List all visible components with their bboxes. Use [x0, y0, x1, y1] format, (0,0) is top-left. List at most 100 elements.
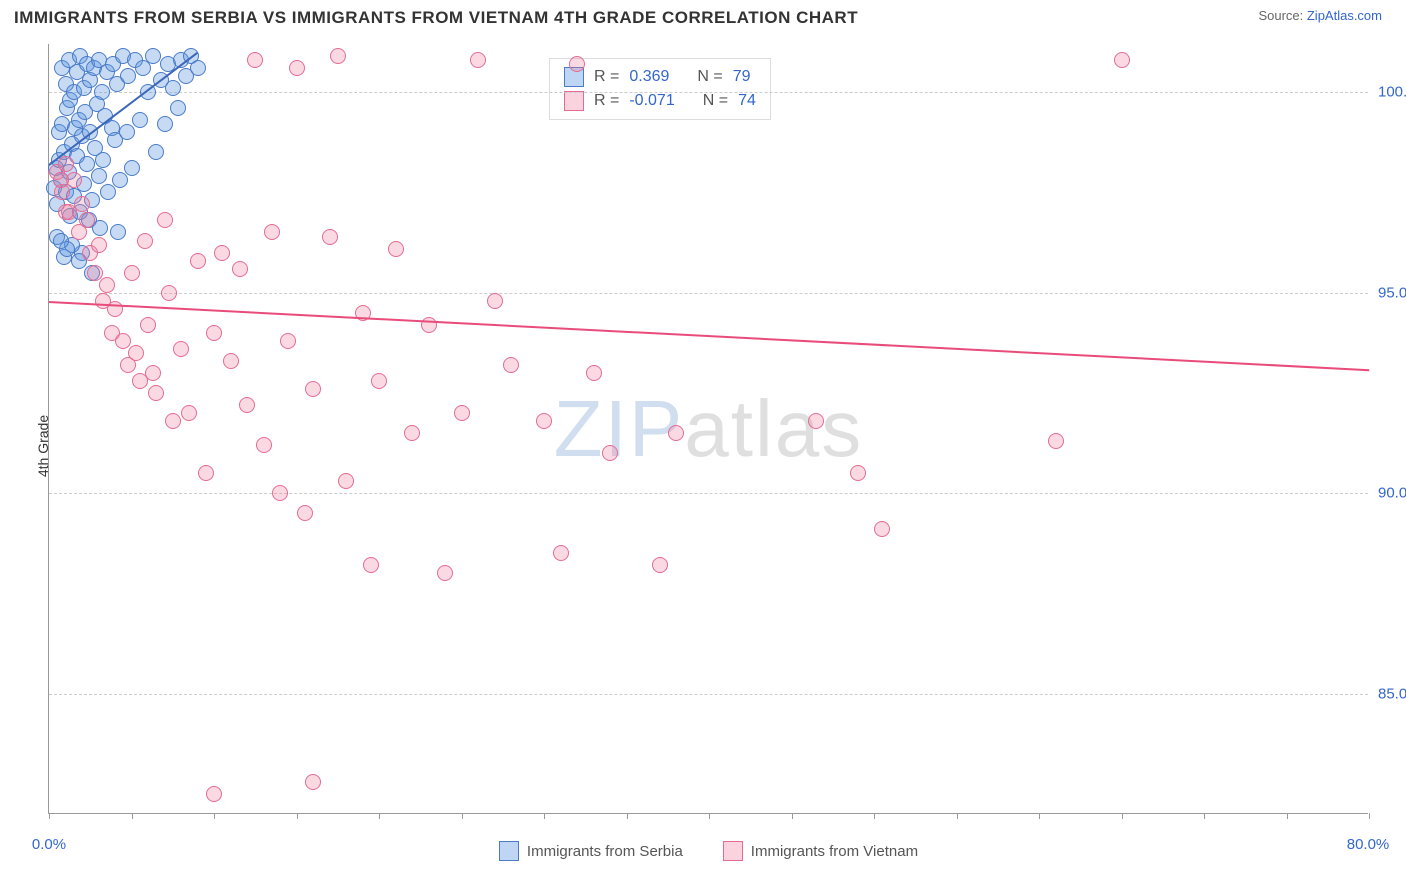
- gridline: [49, 92, 1368, 93]
- data-point-vietnam: [124, 265, 140, 281]
- data-point-serbia: [124, 160, 140, 176]
- data-point-serbia: [110, 224, 126, 240]
- x-tick: [1369, 813, 1370, 819]
- data-point-serbia: [53, 233, 69, 249]
- data-point-vietnam: [363, 557, 379, 573]
- data-point-vietnam: [404, 425, 420, 441]
- data-point-vietnam: [173, 341, 189, 357]
- data-point-vietnam: [239, 397, 255, 413]
- data-point-vietnam: [503, 357, 519, 373]
- x-tick: [874, 813, 875, 819]
- data-point-serbia: [157, 116, 173, 132]
- data-point-vietnam: [487, 293, 503, 309]
- trend-line-vietnam: [49, 301, 1369, 371]
- data-point-vietnam: [140, 317, 156, 333]
- legend-row-serbia: R = 0.369 N = 79: [564, 65, 756, 89]
- data-point-vietnam: [247, 52, 263, 68]
- data-point-vietnam: [232, 261, 248, 277]
- legend-item-vietnam: Immigrants from Vietnam: [723, 841, 918, 861]
- data-point-vietnam: [79, 212, 95, 228]
- data-point-vietnam: [145, 365, 161, 381]
- data-point-vietnam: [58, 204, 74, 220]
- x-tick: [709, 813, 710, 819]
- data-point-serbia: [132, 112, 148, 128]
- data-point-serbia: [100, 184, 116, 200]
- data-point-vietnam: [1048, 433, 1064, 449]
- data-point-vietnam: [470, 52, 486, 68]
- data-point-vietnam: [305, 381, 321, 397]
- data-point-vietnam: [874, 521, 890, 537]
- data-point-vietnam: [53, 172, 69, 188]
- data-point-vietnam: [190, 253, 206, 269]
- data-point-vietnam: [137, 233, 153, 249]
- data-point-vietnam: [256, 437, 272, 453]
- x-tick: [1204, 813, 1205, 819]
- y-tick-label: 95.0%: [1378, 284, 1406, 301]
- x-tick: [462, 813, 463, 819]
- x-tick: [627, 813, 628, 819]
- data-point-serbia: [91, 168, 107, 184]
- y-tick-label: 100.0%: [1378, 84, 1406, 101]
- data-point-vietnam: [181, 405, 197, 421]
- x-tick: [214, 813, 215, 819]
- data-point-serbia: [165, 80, 181, 96]
- series-legend: Immigrants from Serbia Immigrants from V…: [49, 841, 1368, 861]
- legend-item-serbia: Immigrants from Serbia: [499, 841, 683, 861]
- data-point-vietnam: [107, 301, 123, 317]
- data-point-vietnam: [223, 353, 239, 369]
- swatch-vietnam-icon: [723, 841, 743, 861]
- data-point-vietnam: [161, 285, 177, 301]
- data-point-serbia: [119, 124, 135, 140]
- data-point-vietnam: [536, 413, 552, 429]
- data-point-vietnam: [371, 373, 387, 389]
- x-tick: [132, 813, 133, 819]
- x-tick: [1039, 813, 1040, 819]
- data-point-serbia: [120, 68, 136, 84]
- data-point-vietnam: [569, 56, 585, 72]
- data-point-vietnam: [808, 413, 824, 429]
- data-point-vietnam: [668, 425, 684, 441]
- source-link[interactable]: ZipAtlas.com: [1307, 8, 1382, 23]
- data-point-serbia: [170, 100, 186, 116]
- x-tick: [792, 813, 793, 819]
- data-point-vietnam: [115, 333, 131, 349]
- data-point-vietnam: [602, 445, 618, 461]
- data-point-vietnam: [553, 545, 569, 561]
- data-point-serbia: [94, 84, 110, 100]
- y-tick-label: 85.0%: [1378, 685, 1406, 702]
- x-tick: [957, 813, 958, 819]
- data-point-vietnam: [322, 229, 338, 245]
- chart-title: IMMIGRANTS FROM SERBIA VS IMMIGRANTS FRO…: [14, 8, 858, 28]
- data-point-vietnam: [272, 485, 288, 501]
- data-point-vietnam: [74, 196, 90, 212]
- data-point-vietnam: [206, 786, 222, 802]
- data-point-serbia: [148, 144, 164, 160]
- y-tick-label: 90.0%: [1378, 485, 1406, 502]
- scatter-chart: ZIPatlas R = 0.369 N = 79 R = -0.071 N =…: [48, 44, 1368, 814]
- data-point-vietnam: [214, 245, 230, 261]
- x-tick: [49, 813, 50, 819]
- data-point-serbia: [190, 60, 206, 76]
- data-point-vietnam: [586, 365, 602, 381]
- data-point-vietnam: [280, 333, 296, 349]
- data-point-vietnam: [388, 241, 404, 257]
- data-point-vietnam: [330, 48, 346, 64]
- swatch-vietnam-icon: [564, 91, 584, 111]
- data-point-vietnam: [297, 505, 313, 521]
- data-point-vietnam: [58, 156, 74, 172]
- data-point-vietnam: [128, 345, 144, 361]
- gridline: [49, 493, 1368, 494]
- gridline: [49, 694, 1368, 695]
- data-point-vietnam: [91, 237, 107, 253]
- x-tick: [297, 813, 298, 819]
- data-point-vietnam: [338, 473, 354, 489]
- data-point-serbia: [145, 48, 161, 64]
- data-point-serbia: [112, 172, 128, 188]
- data-point-vietnam: [454, 405, 470, 421]
- source-attribution: Source: ZipAtlas.com: [1258, 8, 1382, 23]
- gridline: [49, 293, 1368, 294]
- x-tick-max: 80.0%: [1347, 836, 1390, 853]
- data-point-vietnam: [652, 557, 668, 573]
- data-point-vietnam: [198, 465, 214, 481]
- data-point-vietnam: [165, 413, 181, 429]
